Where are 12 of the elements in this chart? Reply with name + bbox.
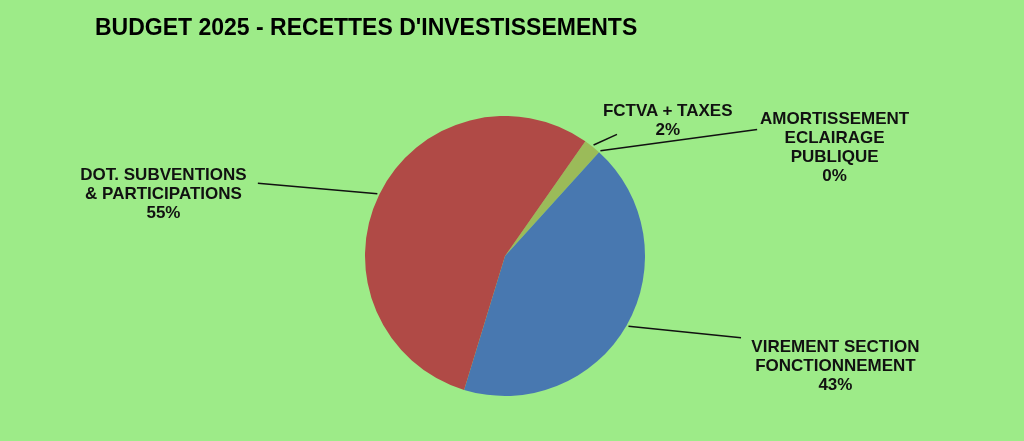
pie-slice [464,152,645,396]
category-label: AMORTISSEMENT ECLAIRAGE PUBLIQUE [760,108,910,166]
data-label: 43% [818,375,853,395]
data-label: 2% [655,120,680,140]
text: 0% [822,165,847,185]
chart-title: BUDGET 2025 - RECETTES D'INVESTISSEMENTS [95,14,638,40]
data-label: 55% [146,202,181,222]
pie-slice [505,141,600,256]
slice-label: DOT. SUBVENTIONS & PARTICIPATIONS [80,164,247,203]
pie-slice [365,116,586,390]
slice-label: VIREMENT SECTION FONCTIONNEMENT [751,337,920,376]
slice-label: FCTVA + TAXES [602,101,733,121]
